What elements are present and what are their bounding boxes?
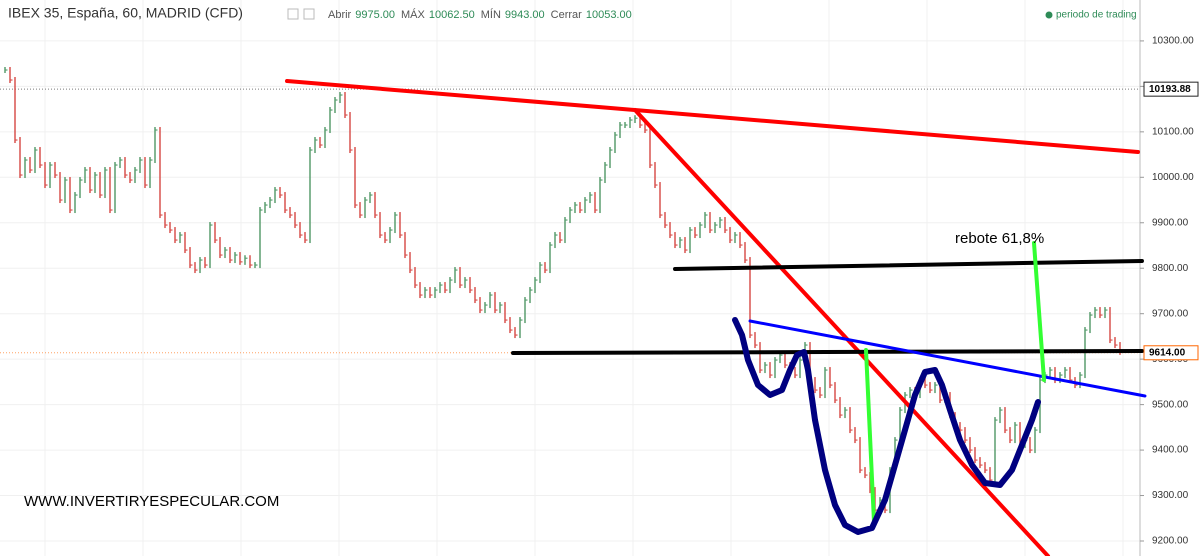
price-marker-label: 9614.00: [1149, 347, 1186, 358]
y-tick-label: 10300.00: [1152, 36, 1194, 47]
neckline: [748, 319, 1147, 398]
ohlc-label: MÁX: [401, 8, 426, 21]
measure-line: [864, 348, 876, 524]
y-tick-label: 9300.00: [1152, 490, 1189, 501]
chart-title: IBEX 35, España, 60, MADRID (CFD): [8, 5, 243, 21]
y-tick-label: 10000.00: [1152, 172, 1194, 183]
trend-line: [285, 79, 1140, 154]
price-marker-box: [1143, 81, 1199, 97]
ohlc-value: 10062.50: [429, 9, 475, 21]
ohlc-label: Cerrar: [551, 9, 583, 21]
ohlc-label: MÍN: [481, 8, 501, 21]
y-tick-label: 10100.00: [1152, 126, 1194, 137]
y-tick-label: 9400.00: [1152, 445, 1189, 456]
icon: [303, 8, 315, 20]
y-tick-label: 9800.00: [1152, 263, 1189, 274]
legend-dot: [1045, 11, 1053, 19]
ohlc-value: 9975.00: [355, 9, 395, 21]
y-tick-label: 9500.00: [1152, 399, 1189, 410]
price-marker-label: 10193.88: [1149, 84, 1191, 95]
level-line: [673, 259, 1144, 271]
ohlc-value: 9943.00: [505, 9, 545, 21]
drawings: [285, 79, 1147, 556]
y-tick-label: 9200.00: [1152, 536, 1189, 547]
w-pattern: [732, 317, 1041, 535]
ohlc-value: 10053.00: [586, 9, 632, 21]
trend-line: [633, 108, 1050, 556]
legend-label: periodo de trading: [1056, 10, 1137, 21]
level-line: [511, 349, 1144, 355]
header: IBEX 35, España, 60, MADRID (CFD) period…: [8, 5, 1137, 21]
y-tick-label: 9700.00: [1152, 308, 1189, 319]
annotation: rebote 61,8%: [955, 230, 1044, 247]
watermark: WWW.INVERTIRYESPECULAR.COM: [24, 493, 279, 510]
ohlc-label: Abrir: [328, 9, 352, 21]
measure-line: [1032, 241, 1046, 382]
price-marker-box: [1143, 345, 1199, 361]
y-tick-label: 9900.00: [1152, 217, 1189, 228]
icon: [287, 8, 299, 20]
